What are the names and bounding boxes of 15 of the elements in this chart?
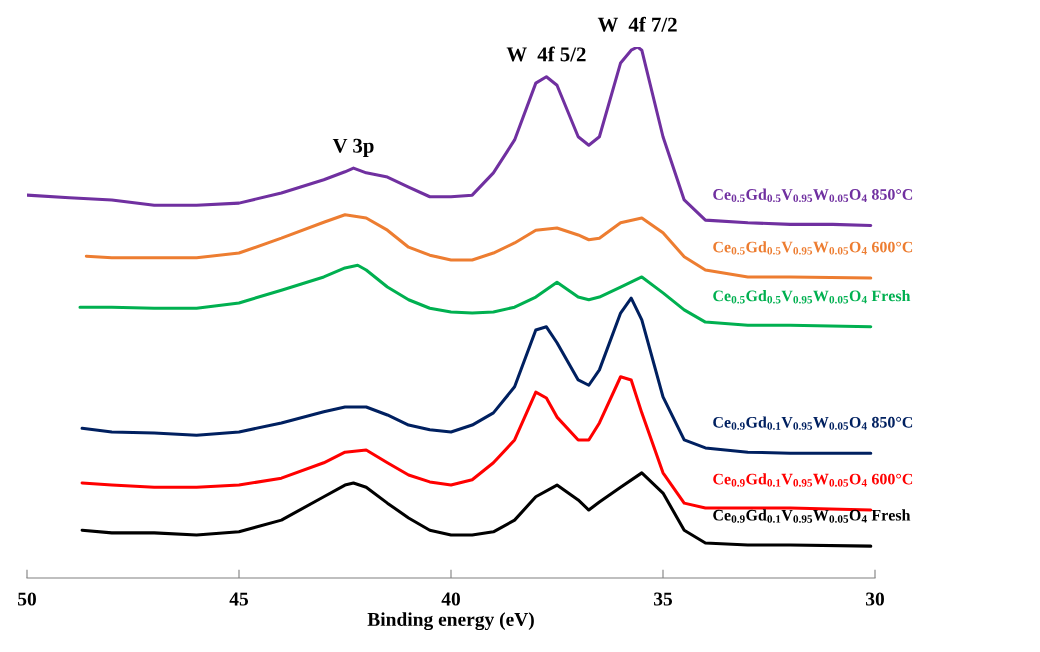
annotation: V 3p bbox=[332, 138, 374, 157]
text: Ce$_{0.5}$Gd$_{0.5}$V$_{0.95}$W$_{0.05}$O$_{4}$ Fresh bbox=[713, 290, 911, 304]
text: Ce$_{0.9}$Gd$_{0.1}$V$_{0.95}$W$_{0.05}$O$_{4}$ 600°C bbox=[713, 473, 913, 487]
x-tick-label: 45 bbox=[229, 592, 249, 606]
x-tick-label: 35 bbox=[654, 592, 673, 606]
annotation: W 4f 5/2 bbox=[506, 46, 586, 62]
x-tick-label: 50 bbox=[18, 592, 36, 606]
text: Ce$_{0.9}$Gd$_{0.1}$V$_{0.95}$W$_{0.05}$O$_{4}$ 850°C bbox=[713, 416, 913, 430]
x-tick-label: 40 bbox=[441, 592, 460, 606]
x-tick-label: 30 bbox=[866, 592, 884, 606]
text: Ce$_{0.5}$Gd$_{0.5}$V$_{0.95}$W$_{0.05}$O$_{4}$ 850°C bbox=[713, 188, 913, 203]
text: Ce$_{0.5}$Gd$_{0.5}$V$_{0.95}$W$_{0.05}$O$_{4}$ 600°C bbox=[713, 241, 913, 255]
annotation: W 4f 7/2 bbox=[597, 16, 677, 32]
x-axis-title: Binding energy (eV) bbox=[367, 612, 534, 631]
text: Ce$_{0.9}$Gd$_{0.1}$V$_{0.95}$W$_{0.05}$O$_{4}$ Fresh bbox=[713, 509, 911, 523]
